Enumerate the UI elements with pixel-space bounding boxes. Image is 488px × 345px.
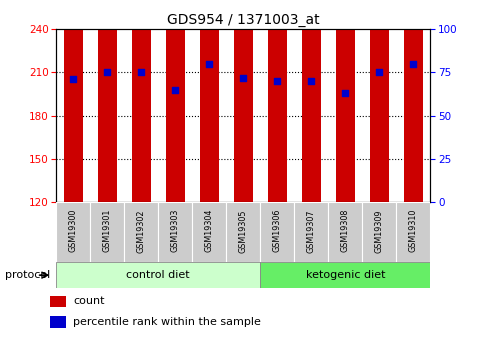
Bar bbox=[267, 0, 286, 202]
Text: GSM19305: GSM19305 bbox=[238, 209, 247, 253]
Text: ketogenic diet: ketogenic diet bbox=[305, 270, 384, 280]
Text: GSM19301: GSM19301 bbox=[102, 209, 112, 253]
Text: GSM19300: GSM19300 bbox=[69, 209, 78, 253]
Point bbox=[69, 77, 77, 82]
Point bbox=[137, 70, 145, 75]
Text: GSM19308: GSM19308 bbox=[340, 209, 349, 253]
Text: GSM19310: GSM19310 bbox=[408, 209, 417, 253]
Text: GSM19309: GSM19309 bbox=[374, 209, 383, 253]
Point bbox=[239, 75, 246, 80]
Bar bbox=[395, 202, 429, 262]
Bar bbox=[200, 0, 218, 202]
Point bbox=[273, 78, 281, 84]
Point bbox=[375, 70, 383, 75]
Bar bbox=[50, 296, 65, 307]
Bar bbox=[50, 316, 65, 328]
Title: GDS954 / 1371003_at: GDS954 / 1371003_at bbox=[166, 13, 319, 27]
Bar bbox=[403, 0, 422, 202]
Text: GSM19307: GSM19307 bbox=[306, 209, 315, 253]
Bar bbox=[56, 202, 90, 262]
Bar bbox=[158, 202, 192, 262]
Text: GSM19304: GSM19304 bbox=[204, 209, 213, 253]
Bar bbox=[301, 0, 320, 202]
Bar bbox=[335, 18, 354, 202]
Bar bbox=[192, 202, 226, 262]
Bar bbox=[124, 202, 158, 262]
Point bbox=[408, 61, 416, 67]
Text: control diet: control diet bbox=[126, 270, 190, 280]
Bar bbox=[132, 0, 150, 202]
Bar bbox=[64, 0, 82, 202]
Text: GSM19306: GSM19306 bbox=[272, 209, 281, 253]
Bar bbox=[327, 202, 362, 262]
Text: count: count bbox=[73, 296, 104, 306]
Bar bbox=[260, 202, 294, 262]
Bar bbox=[98, 0, 116, 202]
Bar bbox=[165, 0, 184, 202]
Bar bbox=[362, 202, 395, 262]
Bar bbox=[294, 202, 327, 262]
Point bbox=[103, 70, 111, 75]
Text: GSM19303: GSM19303 bbox=[170, 209, 180, 253]
Point bbox=[205, 61, 213, 67]
Point bbox=[307, 78, 315, 84]
Text: GSM19302: GSM19302 bbox=[137, 209, 145, 253]
Bar bbox=[233, 0, 252, 202]
Bar bbox=[260, 262, 429, 288]
Bar bbox=[369, 0, 388, 202]
Bar bbox=[90, 202, 124, 262]
Point bbox=[171, 87, 179, 92]
Text: protocol: protocol bbox=[5, 270, 50, 280]
Text: percentile rank within the sample: percentile rank within the sample bbox=[73, 317, 261, 327]
Bar bbox=[56, 262, 260, 288]
Point bbox=[341, 90, 348, 96]
Bar bbox=[226, 202, 260, 262]
